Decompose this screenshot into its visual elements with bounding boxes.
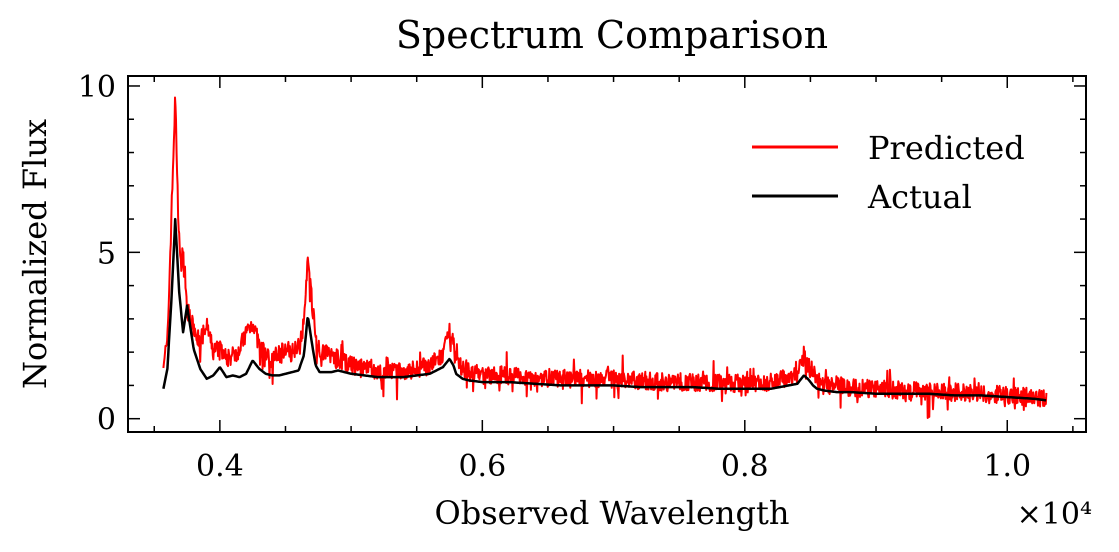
x-axis-offset-label: ×10⁴ [1017,497,1092,532]
x-tick-label: 0.8 [721,449,769,484]
series-line-predicted [162,96,1048,419]
legend: Predicted Actual [752,129,1025,216]
y-tick-label: 10 [78,70,116,105]
legend-label-actual: Actual [867,178,972,216]
y-tick-label: 5 [97,236,116,271]
x-tick-label: 1.0 [983,449,1031,484]
ticks-layer [128,76,1086,432]
x-axis-label: Observed Wavelength [435,494,790,532]
plot-area: 0.4 0.6 0.8 1.0 0 5 10 [78,70,1087,484]
y-axis-label: Normalized Flux [16,119,54,389]
legend-label-predicted: Predicted [868,129,1025,167]
plot-frame [127,75,1087,433]
x-tick-label: 0.4 [196,449,244,484]
chart-title: Spectrum Comparison [396,13,828,57]
series-line-actual [162,217,1047,402]
x-tick-label: 0.6 [458,449,506,484]
series-layer [162,96,1048,419]
y-tick-label: 0 [97,403,116,438]
tick-labels-layer: 0.4 0.6 0.8 1.0 0 5 10 [78,70,1031,484]
